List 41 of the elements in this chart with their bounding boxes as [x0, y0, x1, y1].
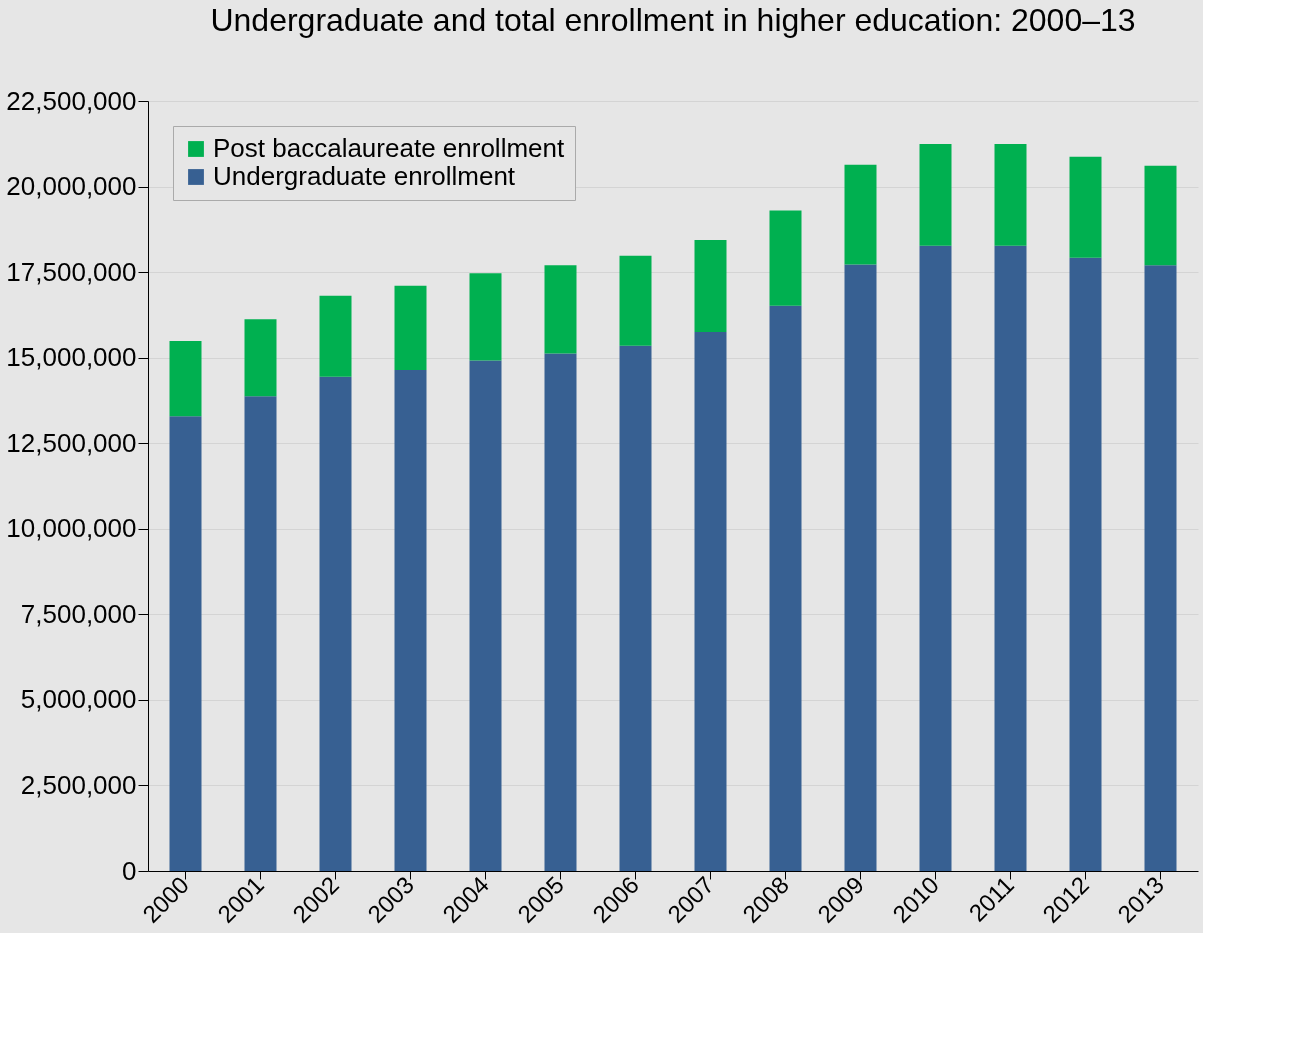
y-tick-label: 2,500,000	[20, 769, 137, 800]
bar	[769, 305, 802, 871]
bar	[919, 245, 952, 871]
bar	[919, 144, 952, 246]
bar	[994, 245, 1027, 871]
bar	[169, 340, 202, 417]
bar	[394, 369, 427, 871]
bar	[544, 265, 577, 354]
bar	[394, 285, 427, 370]
y-tick-label: 0	[122, 855, 137, 886]
y-tick-label: 5,000,000	[20, 684, 137, 715]
y-tick-label: 15,000,000	[6, 342, 137, 373]
bar	[169, 416, 202, 871]
legend-label: Post baccalaureate enrollment	[213, 133, 565, 163]
bar	[469, 273, 502, 361]
bar	[1144, 165, 1177, 266]
y-tick-label: 7,500,000	[20, 598, 137, 629]
bar	[469, 360, 502, 871]
bar	[694, 239, 727, 332]
bar	[769, 210, 802, 306]
bar	[319, 376, 352, 871]
bar	[619, 345, 652, 871]
bar	[1144, 265, 1177, 871]
bar	[1069, 156, 1102, 258]
y-tick-label: 10,000,000	[6, 513, 137, 544]
bar	[619, 255, 652, 346]
bar	[1069, 257, 1102, 871]
y-tick-label: 12,500,000	[6, 427, 137, 458]
bar	[994, 144, 1027, 246]
bar	[319, 295, 352, 377]
bar	[244, 319, 277, 397]
y-tick-label: 17,500,000	[6, 256, 137, 287]
bar	[544, 353, 577, 871]
y-tick-label: 22,500,000	[6, 85, 137, 116]
bar	[844, 164, 877, 265]
y-tick-label: 20,000,000	[6, 171, 137, 202]
bar	[844, 264, 877, 871]
bar	[694, 332, 727, 871]
legend-label: Undergraduate enrollment	[213, 161, 516, 191]
bar	[244, 396, 277, 871]
chart-title: Undergraduate and total enrollment in higher education: 2000–13	[210, 2, 1136, 38]
